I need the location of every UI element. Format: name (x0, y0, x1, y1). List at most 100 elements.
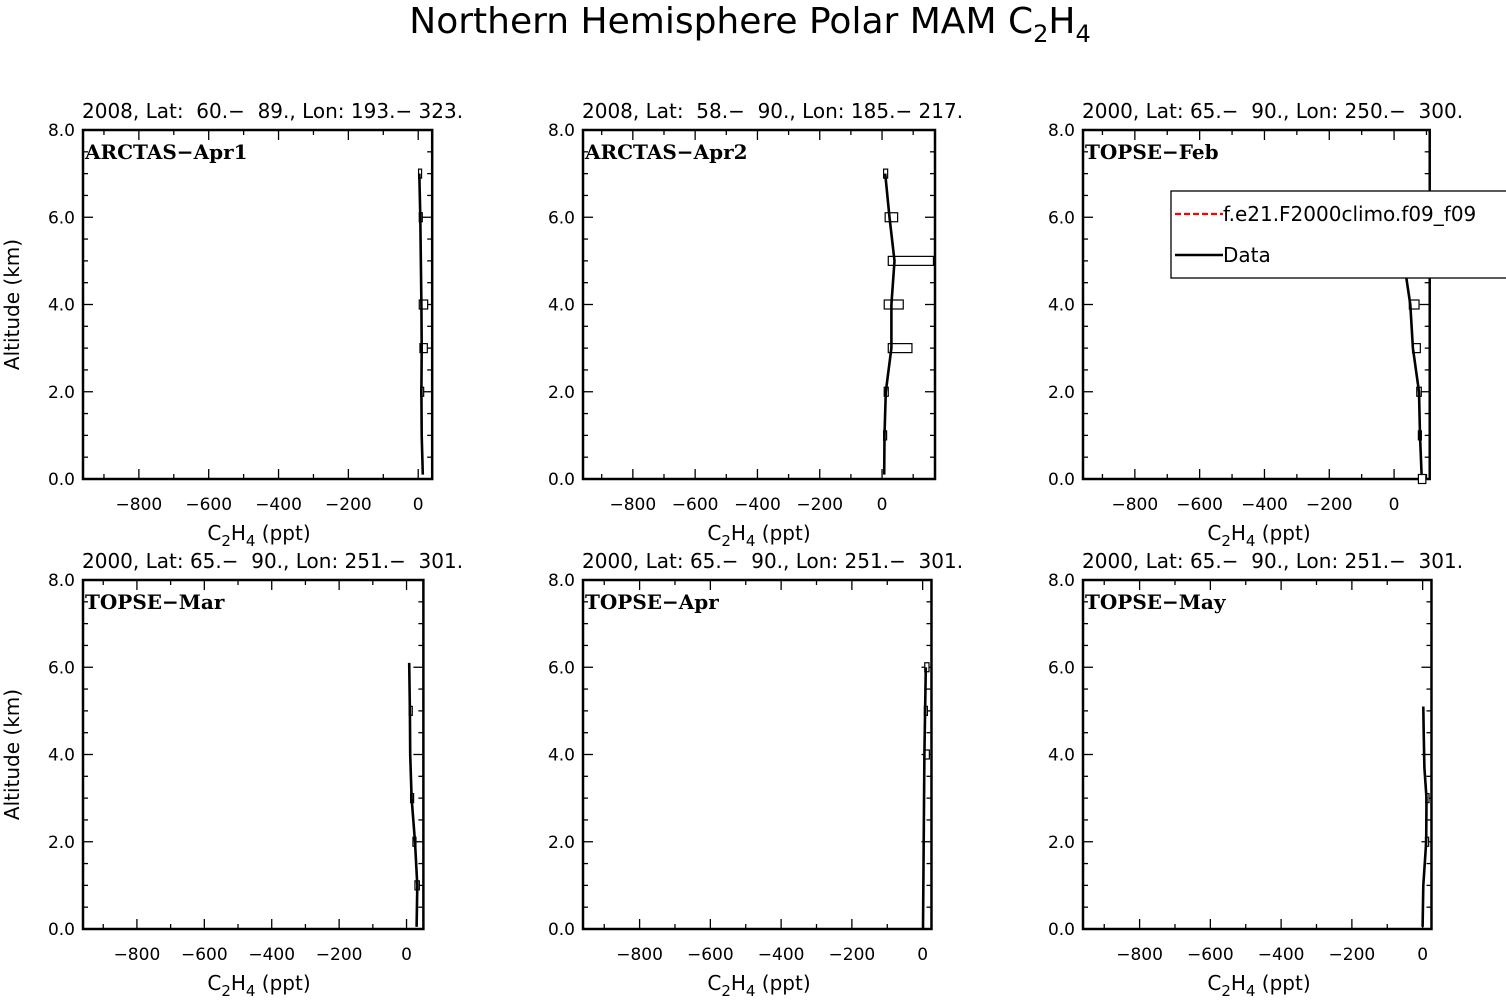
data-range-box (884, 212, 899, 223)
x-axis-label: C2H4 (ppt) (1207, 971, 1310, 1000)
x-tick-label: −400 (758, 945, 805, 965)
panel-1: 0.0 2.0 4.0 6.0 8.0 −800 −600 −400 −200 0 C2H4 (pp… (0, 99, 463, 550)
y-tick-label: 0.0 (48, 470, 75, 490)
x-tick-label: −800 (1116, 945, 1163, 965)
campaign-label: TOPSE−Mar (85, 590, 225, 614)
y-tick-label: 0.0 (548, 470, 575, 490)
data-series-line (407, 662, 419, 927)
y-tick-label: 0.0 (548, 920, 575, 940)
data-range-box (883, 299, 904, 310)
panel-3: 0.0 2.0 4.0 6.0 8.0 −800 −600 −400 −200 0 C2H4 (pp… (1048, 99, 1506, 550)
x-tick-label: −800 (1111, 495, 1158, 515)
y-tick-label: 8.0 (1048, 121, 1075, 141)
x-tick-label: 0 (1417, 945, 1428, 965)
x-tick-label: 0 (413, 495, 424, 515)
x-axis-label: C2H4 (ppt) (1207, 521, 1310, 550)
data-series-line (921, 667, 928, 930)
y-tick-label: 0.0 (1048, 470, 1075, 490)
x-tick-label: −400 (1258, 945, 1305, 965)
x-tick-label: −400 (255, 495, 302, 515)
campaign-label: ARCTAS−Apr1 (84, 140, 248, 164)
y-tick-label: 6.0 (1048, 658, 1075, 678)
legend-data-label: Data (1223, 243, 1271, 267)
y-tick-label: 8.0 (548, 121, 575, 141)
x-tick-label: −800 (616, 945, 663, 965)
y-tick-label: 8.0 (548, 571, 575, 591)
panel-subtitle: 2000, Lat: 65.− 90., Lon: 251.− 301. (82, 549, 463, 573)
legend: f.e21.F2000climo.f09_f09 Data (1170, 190, 1506, 279)
plot-frame (581, 578, 933, 931)
panels: 0.0 2.0 4.0 6.0 8.0 −800 −600 −400 −200 0 C2H4 (pp… (0, 99, 1506, 1000)
y-tick-label: 2.0 (1048, 833, 1075, 853)
data-range-box (887, 343, 913, 354)
plot-frame (1081, 128, 1431, 481)
x-tick-label: −600 (185, 495, 232, 515)
y-tick-label: 2.0 (48, 383, 75, 403)
y-tick-label: 6.0 (1048, 208, 1075, 228)
data-range-box (1417, 473, 1427, 485)
y-tick-label: 4.0 (48, 746, 75, 766)
x-tick-label: −600 (672, 495, 719, 515)
data-range-box (418, 299, 429, 310)
x-tick-label: −800 (609, 495, 656, 515)
x-axis-label: C2H4 (ppt) (707, 521, 810, 550)
x-axis-label: C2H4 (ppt) (207, 971, 310, 1000)
x-tick-label: −400 (734, 495, 781, 515)
y-tick-label: 2.0 (48, 833, 75, 853)
y-tick-label: 8.0 (48, 571, 75, 591)
plot-frame (1081, 578, 1433, 931)
panel-5: 0.0 2.0 4.0 6.0 8.0 −800 −600 −400 −200 0 C2H4 (pp… (548, 549, 963, 1000)
y-tick-label: 2.0 (1048, 383, 1075, 403)
y-tick-label: 4.0 (548, 296, 575, 316)
campaign-label: TOPSE−May (1085, 590, 1227, 614)
x-tick-label: −600 (181, 945, 228, 965)
data-series-line (882, 173, 896, 475)
y-tick-label: 2.0 (548, 833, 575, 853)
campaign-label: TOPSE−Feb (1085, 140, 1219, 164)
x-tick-label: 0 (877, 495, 888, 515)
y-tick-label: 6.0 (548, 208, 575, 228)
x-tick-label: −200 (796, 495, 843, 515)
panel-subtitle: 2000, Lat: 65.− 90., Lon: 251.− 301. (1082, 549, 1463, 573)
x-tick-label: −600 (1187, 945, 1234, 965)
y-tick-label: 4.0 (1048, 746, 1075, 766)
x-tick-label: 0 (917, 945, 928, 965)
panel-2: 0.0 2.0 4.0 6.0 8.0 −800 −600 −400 −200 0 C2H4 (pp… (548, 99, 963, 550)
plot-frame (81, 128, 434, 481)
data-series-line (1421, 706, 1428, 927)
panel-6: 0.0 2.0 4.0 6.0 8.0 −800 −600 −400 −200 0 C2H4 (pp… (1048, 549, 1463, 1000)
y-tick-label: 0.0 (1048, 920, 1075, 940)
campaign-label: ARCTAS−Apr2 (584, 140, 748, 164)
legend-model-label: f.e21.F2000climo.f09_f09 (1223, 202, 1476, 226)
x-tick-label: −200 (1306, 495, 1353, 515)
y-tick-label: 8.0 (1048, 571, 1075, 591)
y-tick-label: 6.0 (48, 658, 75, 678)
panel-subtitle: 2000, Lat: 65.− 90., Lon: 251.− 301. (582, 549, 963, 573)
panel-subtitle: 2000, Lat: 65.− 90., Lon: 250.− 300. (1082, 99, 1463, 123)
data-range-box (419, 343, 428, 354)
y-tick-label: 0.0 (48, 920, 75, 940)
y-tick-label: 4.0 (548, 746, 575, 766)
x-tick-label: 0 (401, 945, 412, 965)
legend-frame (1170, 190, 1506, 279)
x-tick-label: −200 (325, 495, 372, 515)
x-axis-label: C2H4 (ppt) (207, 521, 310, 550)
y-tick-label: 4.0 (1048, 296, 1075, 316)
y-tick-label: 6.0 (48, 208, 75, 228)
y-axis-label: Altitude (km) (0, 689, 24, 820)
x-axis-label: C2H4 (ppt) (707, 971, 810, 1000)
x-tick-label: −600 (687, 945, 734, 965)
x-tick-label: −400 (248, 945, 295, 965)
x-tick-label: −200 (829, 945, 876, 965)
panel-subtitle: 2008, Lat: 58.− 90., Lon: 185.− 217. (582, 99, 963, 123)
x-tick-label: −200 (1329, 945, 1376, 965)
x-tick-label: −800 (116, 495, 163, 515)
panel-4: 0.0 2.0 4.0 6.0 8.0 −800 −600 −400 −200 0 C2H4 (pp… (0, 549, 463, 1000)
y-axis-label: Altitude (km) (0, 239, 24, 370)
y-tick-label: 2.0 (548, 383, 575, 403)
x-tick-label: 0 (1389, 495, 1400, 515)
main-title: Northern Hemisphere Polar MAM C2H4 (409, 1, 1090, 48)
plot-frame (81, 578, 425, 931)
campaign-label: TOPSE−Apr (585, 590, 719, 614)
x-tick-label: −800 (114, 945, 161, 965)
